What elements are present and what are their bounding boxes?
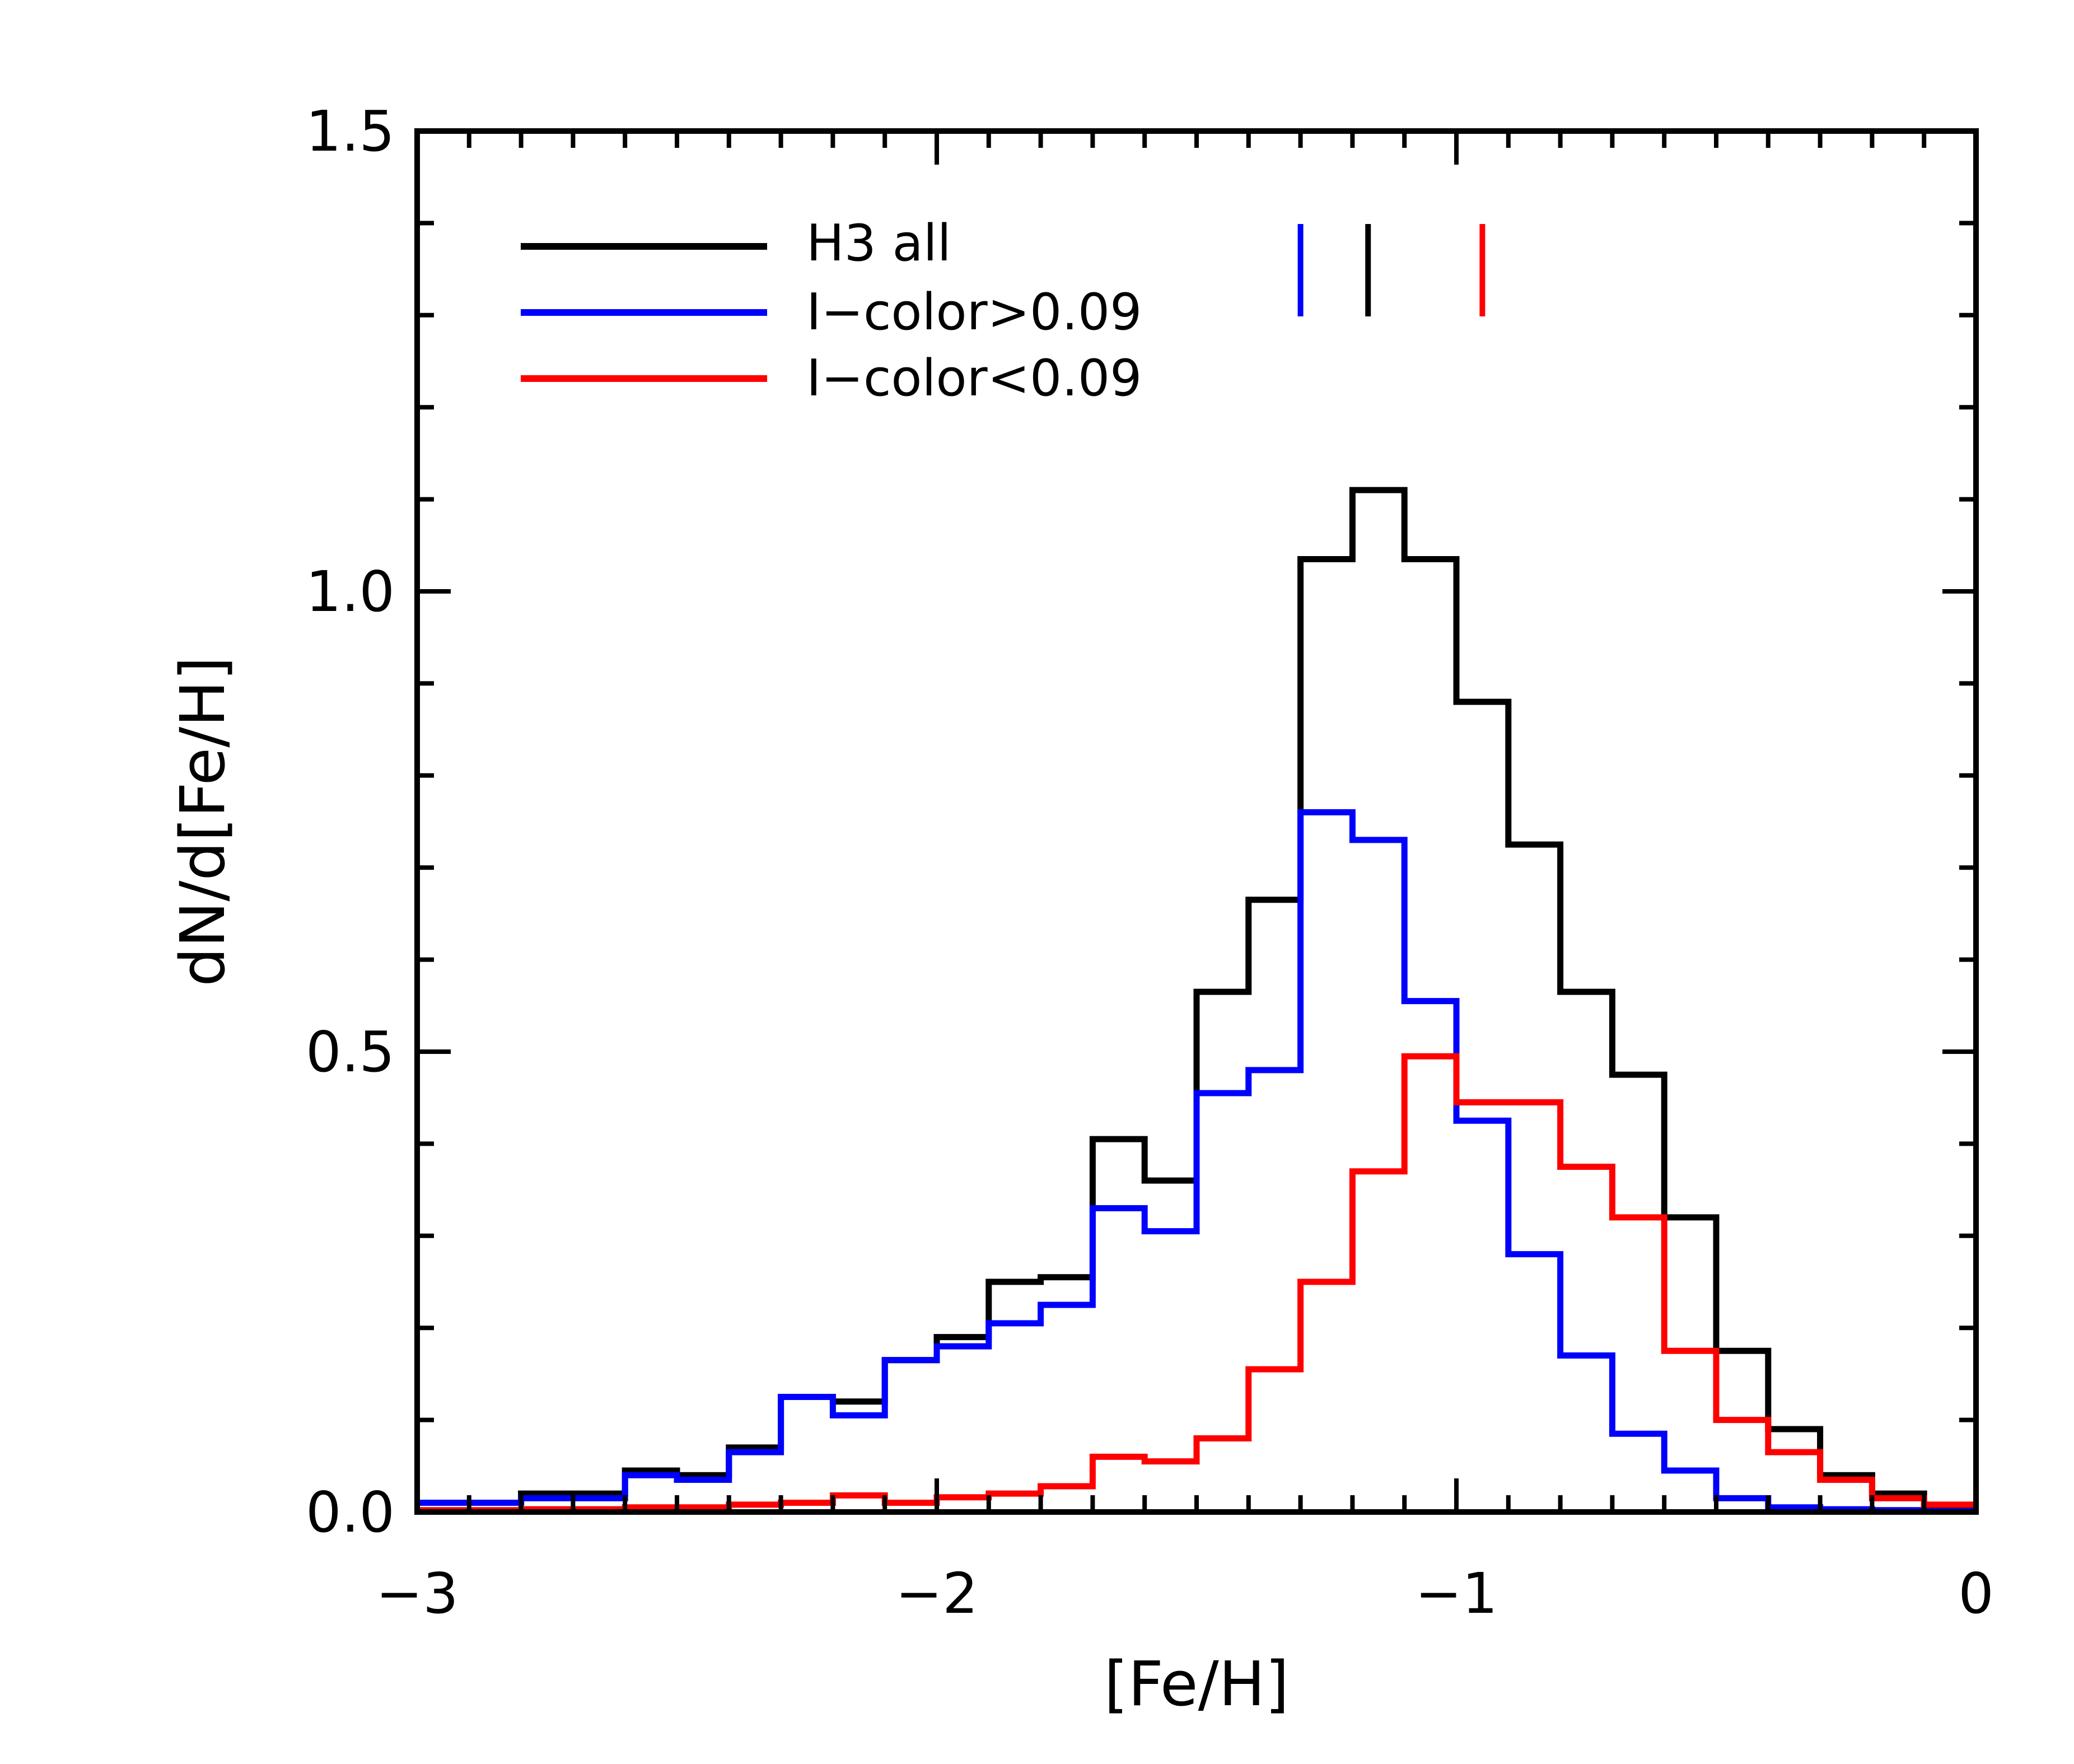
x-tick-label: −2 bbox=[895, 1561, 978, 1626]
x-tick-label: −1 bbox=[1415, 1561, 1497, 1626]
x-tick-label: 0 bbox=[1958, 1561, 1994, 1626]
marker-layer bbox=[1297, 224, 1486, 316]
legend-label-i-color-gt: I−color>0.09 bbox=[806, 283, 1142, 342]
y-tick-label: 1.5 bbox=[306, 99, 395, 164]
series-layer bbox=[417, 487, 1976, 1514]
y-tick-label: 1.0 bbox=[306, 559, 395, 624]
series-line-h3-all bbox=[417, 487, 1976, 1511]
plot-frame bbox=[414, 128, 1979, 1515]
legend-label-i-color-lt: I−color<0.09 bbox=[806, 349, 1142, 408]
y-tick-label: 0.5 bbox=[306, 1019, 395, 1085]
x-tick-label: −3 bbox=[376, 1561, 458, 1626]
x-axis-label: [Fe/H] bbox=[1104, 1648, 1290, 1720]
series-line-i-color-0-09 bbox=[417, 1053, 1976, 1514]
tick-layer: −3 −2 −1 0 0.0 0.5 1.0 1.5 bbox=[306, 99, 1994, 1626]
plot-area: −3 −2 −1 0 0.0 0.5 1.0 1.5 bbox=[306, 99, 1994, 1626]
legend: H3 all I−color>0.09 I−color<0.09 bbox=[521, 214, 1142, 408]
y-tick-label: 0.0 bbox=[306, 1480, 395, 1545]
legend-label-h3-all: H3 all bbox=[806, 214, 951, 273]
series-line-i-color-0-09 bbox=[417, 809, 1976, 1514]
y-axis-label: dN/d[Fe/H] bbox=[167, 656, 239, 987]
